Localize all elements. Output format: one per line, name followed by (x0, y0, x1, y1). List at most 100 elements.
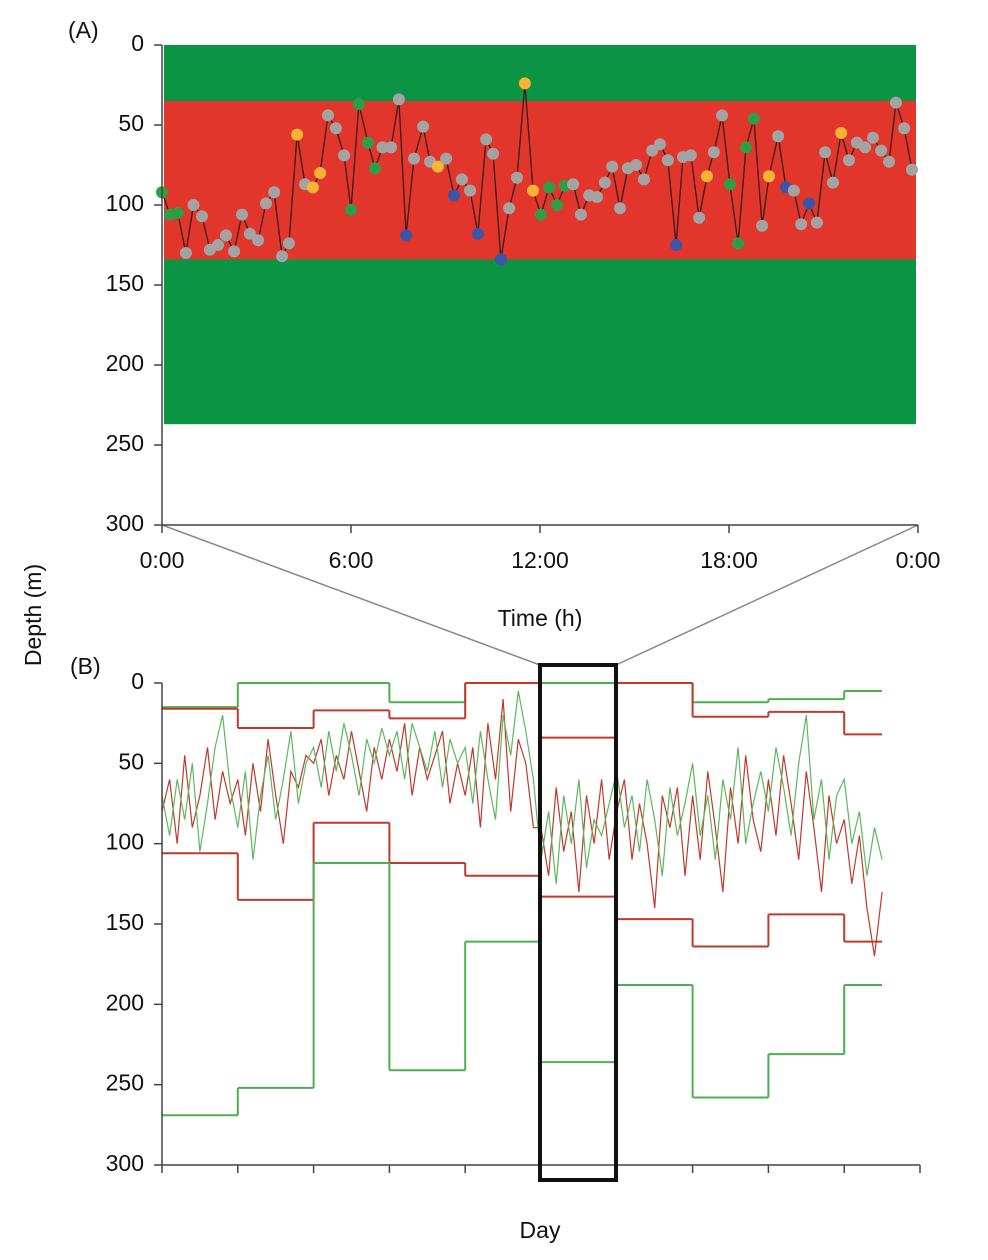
depth-point (268, 186, 281, 199)
x-tick-label: 6:00 (329, 547, 374, 573)
depth-point (606, 160, 619, 173)
depth-point (471, 227, 484, 240)
depth-point (329, 122, 342, 135)
depth-trace (161, 690, 883, 884)
y-tick-label: 100 (106, 190, 144, 216)
depth-point (276, 250, 289, 263)
depth-point (898, 122, 911, 135)
zoom-line (161, 524, 541, 666)
y-tick-label: 150 (106, 909, 144, 935)
depth-point (684, 149, 697, 162)
depth-point (835, 127, 848, 139)
depth-point (756, 219, 769, 232)
depth-point (772, 130, 785, 143)
depth-point (219, 229, 232, 242)
panel-label: (A) (68, 17, 99, 43)
panel-label: (B) (70, 653, 101, 679)
depth-point (236, 208, 249, 221)
y-tick-label: 100 (106, 829, 144, 855)
y-axis-title: Depth (m) (20, 564, 46, 666)
depth-point (306, 181, 319, 194)
depth-point (480, 133, 493, 146)
depth-point (322, 109, 335, 122)
y-tick-label: 0 (131, 30, 144, 56)
depth-band (164, 101, 916, 260)
depth-point (843, 154, 856, 167)
depth-point (291, 128, 304, 141)
depth-point (889, 96, 902, 109)
depth-point (732, 237, 745, 250)
depth-point (243, 227, 256, 240)
depth-point (763, 170, 776, 183)
depth-point (362, 136, 375, 149)
depth-point (187, 199, 200, 211)
depth-point (574, 208, 587, 221)
y-tick-label: 150 (106, 270, 144, 296)
depth-point (740, 141, 753, 154)
depth-point (670, 239, 683, 251)
depth-point (179, 247, 192, 259)
depth-point (408, 152, 420, 165)
depth-point (859, 141, 872, 154)
depth-point (906, 163, 919, 176)
x-axis-title: Time (h) (498, 605, 583, 631)
depth-point (455, 173, 468, 186)
y-tick-label: 50 (118, 110, 144, 136)
depth-point (228, 245, 241, 258)
depth-point (345, 203, 357, 216)
depth-point (392, 93, 405, 106)
depth-point (661, 154, 674, 167)
x-tick-label: 0:00 (896, 547, 941, 573)
depth-point (551, 199, 564, 211)
depth-point (598, 176, 611, 189)
y-tick-label: 50 (118, 748, 144, 774)
depth-point (368, 162, 381, 175)
depth-point (883, 155, 896, 168)
y-tick-label: 200 (106, 989, 144, 1015)
zoom-line (615, 524, 919, 666)
y-tick-label: 0 (131, 668, 144, 694)
depth-point (511, 171, 524, 184)
highlight-box (538, 663, 618, 1182)
depth-trace (161, 699, 883, 957)
depth-point (693, 211, 706, 224)
depth-point (431, 160, 444, 173)
depth-point (400, 229, 413, 242)
depth-point (630, 159, 643, 171)
depth-point (700, 170, 713, 183)
depth-point (440, 152, 453, 165)
x-tick-label: 18:00 (700, 547, 758, 573)
depth-point (196, 210, 209, 223)
depth-point (212, 239, 225, 251)
depth-point (314, 167, 327, 179)
depth-point (866, 131, 879, 144)
depth-point (487, 147, 500, 160)
x-axis-title: Day (520, 1217, 561, 1243)
y-tick-label: 200 (106, 350, 144, 376)
depth-point (875, 144, 888, 157)
depth-point (259, 197, 272, 210)
depth-point (567, 178, 580, 191)
x-tick-label: 0:00 (140, 547, 185, 573)
y-tick-label: 300 (106, 510, 144, 536)
depth-point (338, 149, 351, 162)
depth-point (448, 189, 461, 202)
depth-point (385, 141, 398, 154)
depth-point (417, 120, 430, 133)
depth-point (787, 184, 800, 197)
y-tick-label: 250 (106, 430, 144, 456)
depth-point (723, 178, 736, 191)
depth-point (747, 112, 760, 125)
depth-point (654, 138, 667, 151)
depth-point (810, 216, 823, 229)
depth-point (171, 207, 184, 219)
depth-point (464, 184, 477, 197)
depth-point (534, 208, 547, 221)
depth-point (376, 141, 389, 154)
depth-point (518, 77, 531, 90)
depth-point (591, 191, 604, 203)
depth-point (527, 184, 540, 197)
depth-point (543, 181, 556, 194)
depth-point (637, 173, 650, 186)
